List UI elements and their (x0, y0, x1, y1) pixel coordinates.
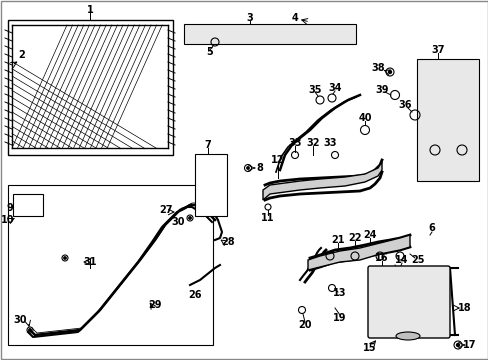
Text: 22: 22 (347, 233, 361, 243)
Ellipse shape (395, 332, 419, 340)
FancyBboxPatch shape (416, 59, 478, 181)
Text: 23: 23 (392, 270, 406, 280)
Text: 32: 32 (305, 138, 319, 148)
Text: 31: 31 (83, 257, 97, 267)
FancyBboxPatch shape (13, 194, 43, 216)
Circle shape (246, 167, 249, 169)
FancyBboxPatch shape (8, 185, 213, 345)
Text: 25: 25 (410, 255, 424, 265)
Text: 21: 21 (330, 235, 344, 245)
Text: 35: 35 (307, 85, 321, 95)
Text: 10: 10 (1, 215, 15, 225)
Text: 5: 5 (206, 47, 213, 57)
Text: 33: 33 (287, 138, 301, 148)
Text: 20: 20 (298, 320, 311, 330)
Text: 30: 30 (171, 217, 184, 227)
Text: 36: 36 (397, 100, 411, 110)
Text: 39: 39 (374, 85, 388, 95)
Circle shape (387, 71, 391, 73)
Text: 14: 14 (394, 255, 408, 265)
Text: 34: 34 (327, 83, 341, 93)
Text: 29: 29 (148, 300, 162, 310)
Text: 24: 24 (363, 230, 376, 240)
Text: 18: 18 (457, 303, 471, 313)
Text: 4: 4 (291, 13, 298, 23)
FancyBboxPatch shape (8, 20, 173, 155)
Text: 13: 13 (332, 288, 346, 298)
Text: 19: 19 (332, 313, 346, 323)
Text: 12: 12 (271, 155, 284, 165)
Text: 1: 1 (86, 5, 93, 15)
Text: 28: 28 (221, 237, 234, 247)
Text: 33: 33 (323, 138, 336, 148)
Text: 6: 6 (428, 223, 434, 233)
Text: 27: 27 (159, 205, 172, 215)
Text: 7: 7 (204, 140, 211, 150)
Circle shape (29, 329, 31, 331)
FancyBboxPatch shape (183, 24, 355, 44)
Text: 17: 17 (462, 340, 476, 350)
Text: 15: 15 (363, 343, 376, 353)
Text: 38: 38 (370, 63, 384, 73)
Circle shape (456, 343, 459, 346)
Text: 40: 40 (358, 113, 371, 123)
Text: 26: 26 (188, 290, 202, 300)
FancyBboxPatch shape (195, 154, 226, 216)
Polygon shape (307, 235, 409, 270)
Text: 3: 3 (246, 13, 253, 23)
Text: 11: 11 (261, 213, 274, 223)
Text: 9: 9 (7, 203, 13, 213)
Text: 16: 16 (374, 253, 388, 263)
Circle shape (63, 257, 66, 259)
Text: 30: 30 (13, 315, 27, 325)
FancyBboxPatch shape (367, 266, 449, 338)
Text: 8: 8 (256, 163, 263, 173)
Text: 2: 2 (19, 50, 25, 60)
Polygon shape (263, 162, 381, 200)
Circle shape (188, 217, 191, 219)
Text: 37: 37 (430, 45, 444, 55)
